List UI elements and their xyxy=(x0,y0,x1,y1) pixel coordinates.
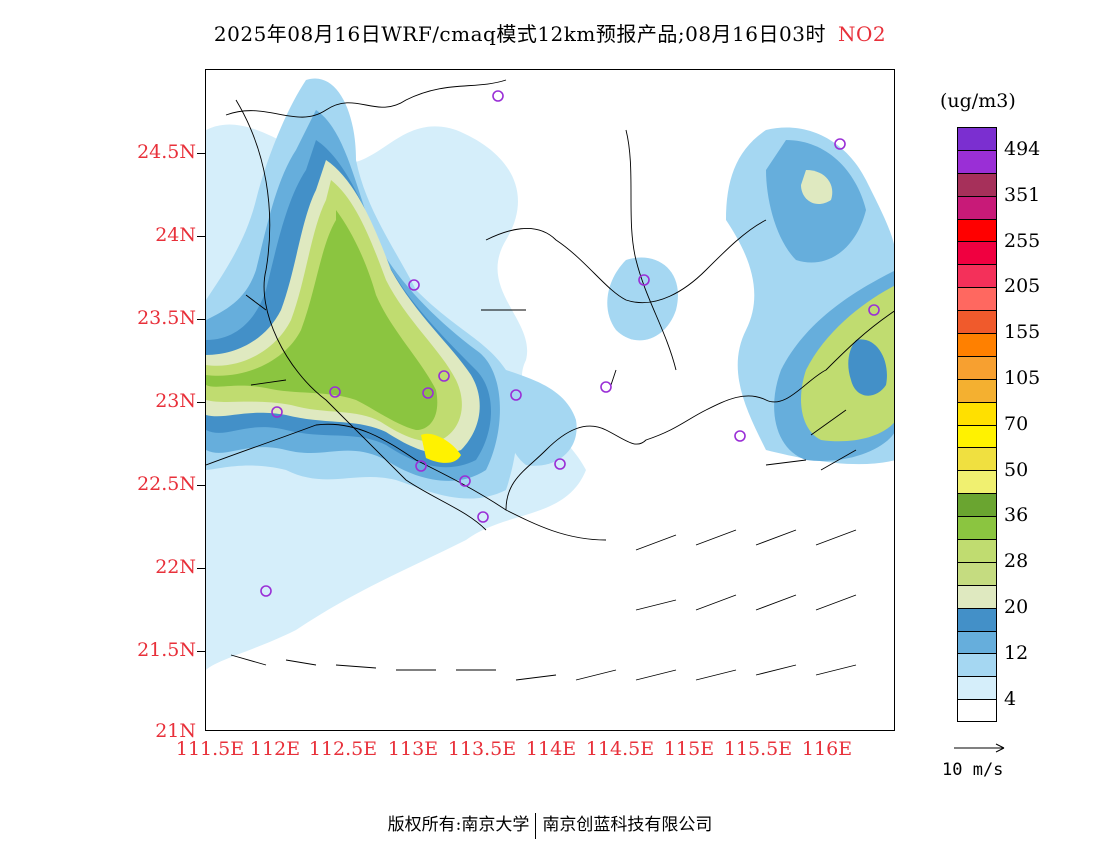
colorbar-swatch xyxy=(957,653,997,677)
colorbar xyxy=(957,127,997,723)
colorbar-label: 255 xyxy=(1004,229,1041,252)
colorbar-swatch xyxy=(957,561,997,585)
footer-left: 版权所有:南京大学 xyxy=(387,815,530,835)
colorbar-swatch xyxy=(957,470,997,494)
lon-label: 116E xyxy=(801,738,853,760)
colorbar-swatch xyxy=(957,218,997,242)
lat-tick xyxy=(197,236,205,237)
colorbar-swatch xyxy=(957,676,997,700)
colorbar-swatch xyxy=(957,699,997,723)
boundary-lines xyxy=(206,79,894,541)
lon-label: 115E xyxy=(663,738,715,760)
lon-label: 113.5E xyxy=(447,738,517,760)
colorbar-label: 36 xyxy=(1004,504,1029,527)
lat-tick xyxy=(197,402,205,403)
colorbar-label: 28 xyxy=(1004,550,1029,573)
chart-title: 2025年08月16日WRF/cmaq模式12km预报产品;08月16日03时 N… xyxy=(0,18,1100,47)
colorbar-swatch xyxy=(957,630,997,654)
colorbar-swatch xyxy=(957,287,997,311)
lon-label: 115.5E xyxy=(723,738,793,760)
colorbar-swatch xyxy=(957,149,997,173)
colorbar-swatch xyxy=(957,424,997,448)
colorbar-label: 105 xyxy=(1004,366,1041,389)
lat-tick xyxy=(197,153,205,154)
wind-scale-label: 10 m/s xyxy=(942,760,1004,780)
lat-label: 22.5N xyxy=(137,473,196,495)
lon-label: 112.5E xyxy=(308,738,378,760)
lat-label: 23N xyxy=(155,390,196,412)
colorbar-label: 12 xyxy=(1004,641,1029,664)
station-markers xyxy=(260,90,880,597)
colorbar-swatch xyxy=(957,333,997,356)
title-pollutant: NO2 xyxy=(837,22,887,46)
colorbar-unit: (ug/m3) xyxy=(940,90,1016,112)
lat-label: 24.5N xyxy=(137,141,196,163)
colorbar-label: 20 xyxy=(1004,595,1029,618)
lat-label: 21N xyxy=(155,720,196,742)
colorbar-label: 155 xyxy=(1004,321,1041,344)
lat-tick xyxy=(197,485,205,486)
colorbar-label: 494 xyxy=(1004,137,1041,160)
wind-scale-arrow xyxy=(954,743,1005,753)
lon-label: 112E xyxy=(249,738,301,760)
colorbar-swatch xyxy=(957,447,997,471)
colorbar-swatch xyxy=(957,310,997,334)
lat-label: 24N xyxy=(155,224,196,246)
lat-tick xyxy=(197,319,205,320)
wind-vectors xyxy=(230,294,857,681)
colorbar-swatch xyxy=(957,516,997,540)
lon-label: 111.5E xyxy=(175,738,245,760)
concentration-field xyxy=(206,78,894,670)
map-canvas xyxy=(206,78,894,681)
colorbar-label: 4 xyxy=(1004,687,1017,710)
colorbar-swatch xyxy=(957,172,997,196)
colorbar-swatch xyxy=(957,264,997,288)
colorbar-label: 351 xyxy=(1004,183,1041,206)
lon-label: 114.5E xyxy=(585,738,655,760)
colorbar-swatch xyxy=(957,378,997,402)
copyright-footer: 版权所有:南京大学 南京创蓝科技有限公司 xyxy=(0,810,1100,839)
colorbar-swatch xyxy=(957,584,997,608)
colorbar-swatch xyxy=(957,493,997,517)
title-main: 2025年08月16日WRF/cmaq模式12km预报产品;08月16日03时 xyxy=(213,22,826,46)
colorbar-label: 70 xyxy=(1004,412,1029,435)
colorbar-swatch xyxy=(957,355,997,379)
colorbar-label: 50 xyxy=(1004,458,1029,481)
colorbar-label: 205 xyxy=(1004,275,1041,298)
colorbar-swatch xyxy=(957,195,997,219)
lat-label: 21.5N xyxy=(137,639,196,661)
lat-tick xyxy=(197,568,205,569)
lat-label: 23.5N xyxy=(137,307,196,329)
lat-label: 22N xyxy=(155,556,196,578)
colorbar-swatch xyxy=(957,607,997,631)
lon-label: 113E xyxy=(387,738,439,760)
forecast-map[interactable] xyxy=(205,69,895,731)
footer-right: 南京创蓝科技有限公司 xyxy=(542,815,713,835)
colorbar-swatch xyxy=(957,401,997,425)
footer-divider xyxy=(535,812,537,839)
colorbar-swatch xyxy=(957,127,997,150)
lat-tick xyxy=(197,651,205,652)
colorbar-swatch xyxy=(957,241,997,265)
colorbar-swatch xyxy=(957,539,997,562)
lon-label: 114E xyxy=(525,738,577,760)
